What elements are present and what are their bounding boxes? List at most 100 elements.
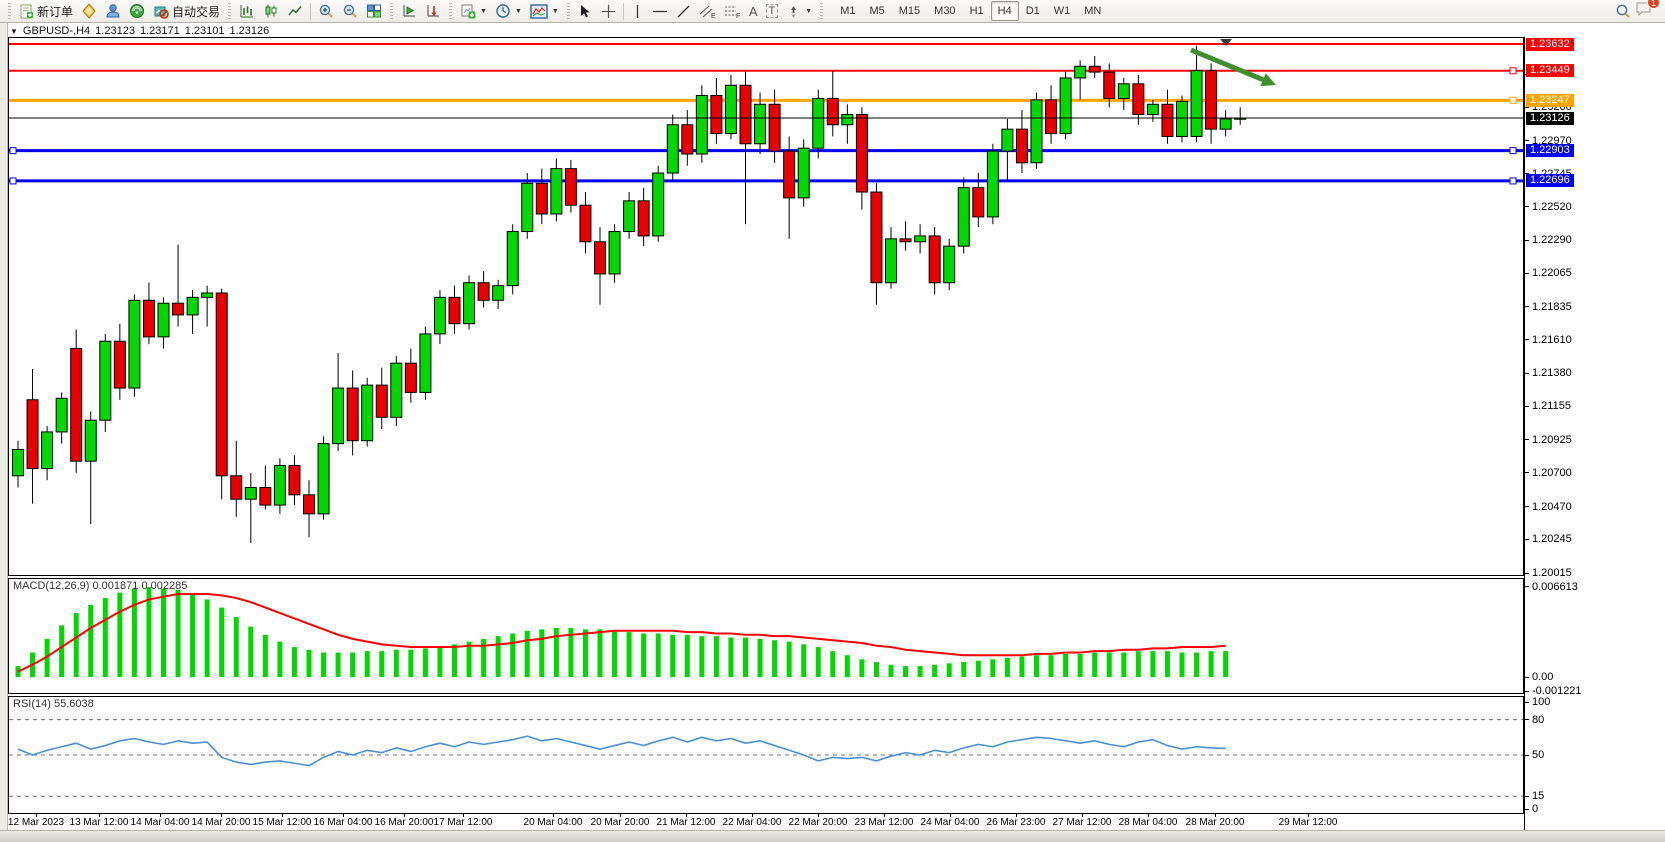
tile-windows-button[interactable] — [362, 0, 386, 22]
candlestick-chart-button[interactable] — [259, 0, 283, 22]
timeframe-button-H1[interactable]: H1 — [969, 5, 984, 17]
zoom-out-icon — [343, 4, 357, 18]
periods-button[interactable]: ▼ — [491, 0, 526, 22]
fibonacci-button[interactable]: F — [720, 0, 745, 22]
crosshair-button[interactable] — [597, 0, 620, 22]
macd-bar — [582, 629, 588, 677]
price-axis[interactable]: 1.234251.232001.229701.227451.225201.222… — [1524, 37, 1665, 830]
chart-shift-marker-icon[interactable] — [1220, 39, 1232, 46]
macd-bar — [510, 633, 516, 677]
timeframe-button-M15[interactable]: M15 — [898, 5, 921, 17]
candle-body — [1045, 99, 1058, 135]
macd-bar — [73, 613, 79, 677]
toolbar-grip[interactable] — [390, 3, 394, 19]
macd-bar — [626, 632, 632, 677]
candle-body — [579, 204, 592, 243]
timeframe-button-H4[interactable]: H4 — [990, 1, 1019, 21]
bar-chart-button[interactable] — [235, 0, 259, 22]
candle-body — [724, 84, 737, 135]
search-icon — [1616, 4, 1630, 18]
time-tick — [686, 814, 687, 817]
mql5-community-button[interactable] — [101, 0, 125, 22]
timeframe-button-M5[interactable]: M5 — [869, 5, 885, 17]
candle-body — [666, 124, 679, 174]
rsi-panel-canvas[interactable] — [8, 696, 1524, 814]
macd-bar — [379, 651, 385, 677]
toolbar-grip[interactable] — [449, 3, 453, 19]
zoom-out-button[interactable] — [338, 0, 362, 22]
candle-body — [1074, 65, 1087, 79]
zoom-in-button[interactable] — [314, 0, 338, 22]
timeframe-button-D1[interactable]: D1 — [1025, 5, 1040, 17]
candle-body — [157, 302, 170, 338]
templates-button[interactable]: ▼ — [526, 0, 563, 22]
timeframe-button-M1[interactable]: M1 — [840, 5, 856, 17]
time-axis[interactable]: 12 Mar 2023 13 Mar 12:00 14 Mar 04:00 14 Ma… — [8, 814, 1524, 830]
new-chart-icon — [461, 4, 476, 19]
signals-button[interactable] — [125, 0, 149, 22]
time-label: 13 Mar 12:00 — [69, 817, 129, 828]
candle-body — [288, 465, 301, 496]
macd-bar — [873, 662, 879, 677]
notifications-button[interactable]: 1 — [1635, 0, 1660, 22]
toolbar-grip[interactable] — [820, 3, 824, 19]
macd-tick-label: -0.001221 — [1532, 685, 1582, 697]
level-handle-icon[interactable] — [9, 147, 17, 155]
chart-back-button[interactable] — [421, 0, 445, 22]
level-handle-icon[interactable] — [9, 177, 17, 185]
status-strip — [0, 830, 1665, 842]
autotrading-button[interactable]: 自动交易 — [149, 0, 224, 22]
text-label-button[interactable]: T — [762, 0, 783, 22]
macd-bar — [59, 625, 65, 677]
level-handle-icon[interactable] — [1509, 96, 1517, 104]
main-chart-canvas[interactable] — [8, 37, 1524, 576]
price-level-label: 1.22696 — [1526, 174, 1574, 188]
candle-body — [885, 238, 897, 284]
price-tick-label: 1.20700 — [1532, 466, 1572, 479]
macd-bar — [44, 638, 50, 677]
time-label: 28 Mar 04:00 — [1118, 817, 1178, 828]
timeframe-button-W1[interactable]: W1 — [1053, 5, 1071, 17]
candle-body — [943, 245, 956, 284]
macd-bar — [452, 644, 457, 677]
vertical-line-button[interactable] — [627, 0, 648, 22]
toolbar-grip[interactable] — [566, 3, 570, 19]
price-tick-label: 1.21610 — [1532, 333, 1572, 346]
search-button[interactable] — [1611, 0, 1635, 22]
horizontal-line-button[interactable] — [648, 0, 672, 22]
trend-arrow-annotation[interactable] — [1190, 47, 1265, 82]
text-button[interactable]: A — [745, 0, 762, 22]
svg-text:F: F — [736, 13, 740, 19]
new-order-button[interactable]: 新订单 — [15, 0, 77, 22]
macd-bar — [1121, 652, 1127, 677]
equidistant-channel-button[interactable]: E — [695, 0, 720, 22]
new-chart-button[interactable]: ▼ — [456, 0, 491, 22]
level-handle-icon[interactable] — [1509, 67, 1517, 75]
macd-bar — [801, 644, 807, 677]
candle-body — [244, 487, 257, 500]
new-order-label: 新订单 — [37, 4, 74, 19]
price-tick-dash — [1525, 506, 1529, 508]
price-tick-dash — [1525, 272, 1529, 274]
line-chart-button[interactable] — [283, 0, 307, 22]
chart-forward-button[interactable] — [397, 0, 421, 22]
cursor-button[interactable] — [574, 0, 597, 22]
toolbar-grip[interactable] — [8, 3, 11, 19]
timeframe-button-M30[interactable]: M30 — [934, 5, 956, 17]
timeframe-toolbar: M1 M5 M15 M30 H1 H4 D1 W1 MN — [833, 1, 1108, 21]
level-handle-icon[interactable] — [1509, 147, 1517, 155]
rsi-line — [17, 735, 1226, 767]
timeframe-button-MN[interactable]: MN — [1084, 5, 1102, 17]
level-handle-icon[interactable] — [1509, 177, 1517, 185]
macd-bar — [713, 636, 719, 677]
collapse-chart-icon[interactable]: ▼ — [10, 26, 18, 36]
macd-panel-canvas[interactable] — [8, 578, 1524, 694]
trendline-button[interactable] — [672, 0, 695, 22]
metaeditor-button[interactable] — [77, 0, 101, 22]
toolbar-grip[interactable] — [228, 3, 232, 19]
time-tick — [282, 814, 283, 817]
price-tick-dash — [1525, 372, 1529, 374]
candle-body — [550, 168, 563, 215]
macd-bar — [568, 628, 574, 677]
arrows-button[interactable]: ▼ — [782, 0, 816, 22]
